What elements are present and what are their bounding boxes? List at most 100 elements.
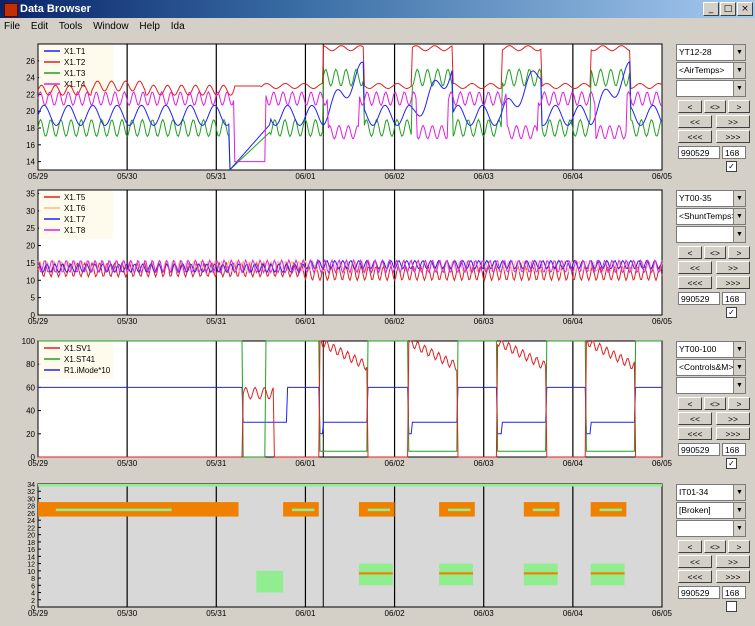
nav-prev3-button-p4[interactable]: <<<	[678, 570, 712, 583]
nav-prev2-button-p1[interactable]: <<	[678, 115, 712, 128]
visible-checkbox-p4[interactable]	[726, 601, 737, 612]
xtick-label-p2-3: 06/01	[295, 317, 316, 326]
range-dropdown-p3[interactable]: YT00-100 ▼	[676, 341, 746, 358]
range-dropdown-p2[interactable]: YT00-35 ▼	[676, 190, 746, 207]
maximize-button[interactable]: □	[720, 2, 736, 16]
legend-label-p1-1: X1.T2	[64, 58, 86, 67]
ytick-label-p2-0: 0	[31, 311, 36, 320]
length-field-p3[interactable]: 168	[722, 443, 746, 456]
group-dropdown-p2[interactable]: <ShuntTemps> ▼	[676, 208, 746, 225]
control-panel-p1: YT12-28 ▼ <AirTemps> ▼ ▼ < <> > << >> <<< >>> 990529…	[676, 44, 755, 184]
nav-next2-button-p4[interactable]: >>	[716, 555, 750, 568]
nav-center-button-p4[interactable]: <>	[704, 540, 726, 553]
status-low-mark-4	[590, 572, 625, 575]
nav-center-button-p3[interactable]: <>	[704, 397, 726, 410]
nav-prev-button-p3[interactable]: <	[678, 397, 702, 410]
xtick-label-p1-5: 06/03	[474, 172, 495, 181]
blank-dropdown-p2[interactable]: ▼	[676, 226, 746, 243]
ytick-label-p4-11: 22	[27, 525, 35, 532]
nav-next-button-p3[interactable]: >	[728, 397, 750, 410]
ytick-label-p4-0: 0	[31, 605, 35, 612]
nav-center-button-p1[interactable]: <>	[704, 100, 726, 113]
nav-next3-button-p2[interactable]: >>>	[716, 276, 750, 289]
nav-prev3-button-p2[interactable]: <<<	[678, 276, 712, 289]
blank-dropdown-p3[interactable]: ▼	[676, 377, 746, 394]
nav-prev2-button-p3[interactable]: <<	[678, 412, 712, 425]
panel-p1: 14 16 18 20 22 24 26 05/29 05/30 05/31 06/01 06/02 0…	[26, 43, 673, 181]
nav-prev3-button-p1[interactable]: <<<	[678, 130, 712, 143]
nav-prev2-button-p4[interactable]: <<	[678, 555, 712, 568]
nav-prev-button-p1[interactable]: <	[678, 100, 702, 113]
nav-next3-button-p3[interactable]: >>>	[716, 427, 750, 440]
start-date-field-p3[interactable]: 990529	[678, 443, 720, 456]
length-field-p4[interactable]: 168	[722, 586, 746, 599]
xtick-label-p4-6: 06/04	[563, 609, 584, 618]
group-dropdown-p4[interactable]: [Broken] ▼	[676, 502, 746, 519]
chevron-down-icon: ▼	[733, 378, 745, 393]
legend-label-p3-0: X1.SV1	[64, 344, 92, 353]
ytick-label-p2-1: 5	[31, 294, 36, 303]
ytick-label-p4-14: 28	[27, 504, 35, 511]
menu-file[interactable]: File	[4, 21, 21, 32]
start-date-field-p4[interactable]: 990529	[678, 586, 720, 599]
ytick-label-p1-2: 18	[26, 124, 35, 133]
legend-label-p2-1: X1.T6	[64, 204, 86, 213]
visible-checkbox-p2[interactable]: ✓	[726, 307, 737, 318]
ytick-label-p3-0: 0	[31, 453, 36, 462]
ytick-label-p1-6: 26	[26, 57, 35, 66]
start-date-field-p1[interactable]: 990529	[678, 146, 720, 159]
nav-prev2-button-p2[interactable]: <<	[678, 261, 712, 274]
menu-ida[interactable]: Ida	[170, 21, 185, 32]
xtick-label-p2-0: 05/29	[28, 317, 49, 326]
nav-next3-button-p1[interactable]: >>>	[716, 130, 750, 143]
menu-help[interactable]: Help	[139, 21, 160, 32]
start-date-field-p2[interactable]: 990529	[678, 292, 720, 305]
menu-edit[interactable]: Edit	[30, 21, 49, 32]
close-button[interactable]: ×	[737, 2, 753, 16]
chevron-down-icon: ▼	[733, 521, 745, 536]
xtick-label-p3-4: 06/02	[385, 459, 406, 468]
xtick-label-p2-7: 06/05	[652, 317, 673, 326]
chevron-down-icon: ▼	[733, 342, 745, 357]
nav-next-button-p1[interactable]: >	[728, 100, 750, 113]
menu-tools[interactable]: Tools	[58, 21, 83, 32]
nav-next-button-p2[interactable]: >	[728, 246, 750, 259]
xtick-label-p2-2: 05/31	[206, 317, 227, 326]
blank-dropdown-p4[interactable]: ▼	[676, 520, 746, 537]
series-x1-sv1	[38, 340, 662, 458]
range-dropdown-p1[interactable]: YT12-28 ▼	[676, 44, 746, 61]
range-dropdown-p4[interactable]: IT01-34 ▼	[676, 484, 746, 501]
menu-window[interactable]: Window	[93, 21, 129, 32]
xtick-label-p3-1: 05/30	[117, 459, 138, 468]
nav-prev-button-p2[interactable]: <	[678, 246, 702, 259]
minimize-button[interactable]: _	[703, 2, 719, 16]
group-dropdown-p3[interactable]: <Controls&M> ▼	[676, 359, 746, 376]
nav-next-button-p4[interactable]: >	[728, 540, 750, 553]
length-field-p2[interactable]: 168	[722, 292, 746, 305]
chevron-down-icon: ▼	[733, 81, 745, 96]
chevron-down-icon: ▼	[733, 227, 745, 242]
nav-prev-button-p4[interactable]: <	[678, 540, 702, 553]
visible-checkbox-p3[interactable]: ✓	[726, 458, 737, 469]
chevron-down-icon: ▼	[733, 503, 745, 518]
visible-checkbox-p1[interactable]: ✓	[726, 161, 737, 172]
ytick-label-p2-7: 35	[26, 189, 35, 198]
group-value-p1: <AirTemps>	[679, 65, 725, 75]
nav-center-button-p2[interactable]: <>	[704, 246, 726, 259]
legend-label-p3-1: X1.ST41	[64, 355, 96, 364]
ytick-label-p4-5: 10	[27, 569, 35, 576]
ytick-label-p4-8: 16	[27, 547, 35, 554]
nav-next3-button-p4[interactable]: >>>	[716, 570, 750, 583]
nav-next2-button-p1[interactable]: >>	[716, 115, 750, 128]
nav-next2-button-p3[interactable]: >>	[716, 412, 750, 425]
axes-box-p1	[37, 43, 663, 171]
nav-next2-button-p2[interactable]: >>	[716, 261, 750, 274]
blank-value-p4	[677, 523, 679, 533]
blank-dropdown-p1[interactable]: ▼	[676, 80, 746, 97]
group-dropdown-p1[interactable]: <AirTemps> ▼	[676, 62, 746, 79]
length-field-p1[interactable]: 168	[722, 146, 746, 159]
group-value-p2: <ShuntTemps>	[679, 211, 737, 221]
nav-prev3-button-p3[interactable]: <<<	[678, 427, 712, 440]
